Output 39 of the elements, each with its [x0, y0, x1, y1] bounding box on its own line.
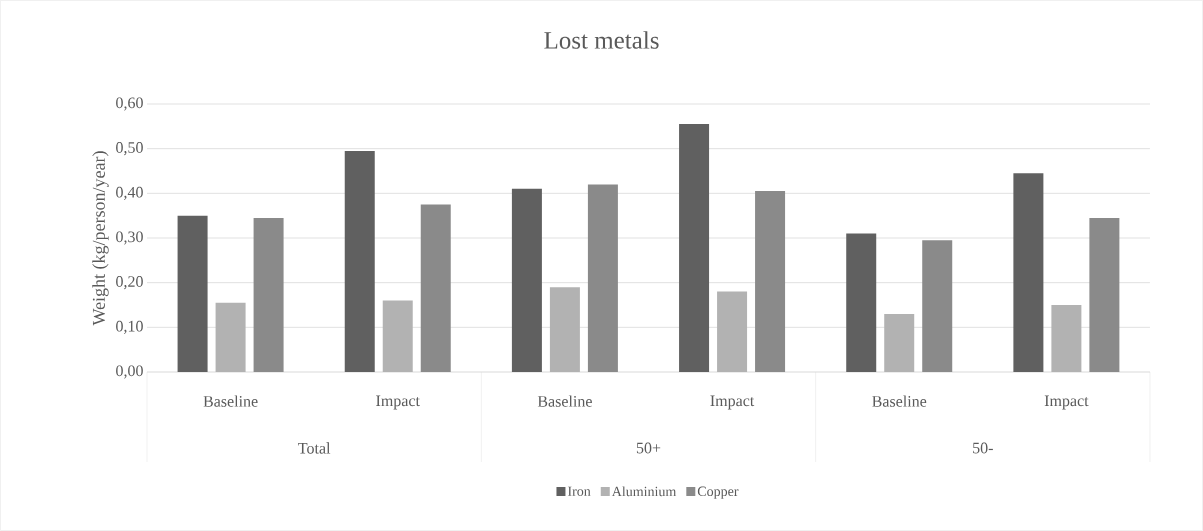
bar [511, 188, 542, 372]
chart-title: Lost metals [544, 31, 659, 49]
legend-label: Iron [567, 486, 591, 496]
bar [177, 215, 208, 372]
x-tick-label: Baseline [203, 395, 258, 407]
x-tick-label: Baseline [872, 395, 927, 407]
bar [884, 313, 915, 372]
text: Total [298, 442, 331, 454]
x-tick-label: Baseline [537, 395, 592, 407]
legend-label: Aluminium [611, 486, 677, 497]
legend-label: Copper [697, 486, 739, 499]
bar [717, 291, 748, 372]
x-tick-label: Impact [1044, 395, 1089, 410]
bar [587, 184, 618, 372]
y-tick-label: 0,60 [116, 97, 143, 111]
y-tick-label: 0,00 [116, 365, 143, 379]
bar [1089, 217, 1120, 372]
x-tick-label: Impact [376, 395, 420, 410]
bar [420, 204, 451, 372]
bar [1051, 305, 1082, 372]
bar [253, 217, 284, 372]
y-tick-label: 0,50 [116, 142, 143, 156]
bar [1013, 173, 1044, 372]
y-tick-label: 0,20 [116, 276, 143, 290]
x-tick-label: Impact [710, 395, 755, 410]
bar [549, 287, 580, 372]
bar [922, 240, 953, 372]
y-tick-label: 0,30 [116, 231, 143, 245]
y-tick-label: 0,10 [116, 320, 143, 334]
text: 50+ [636, 442, 661, 454]
bar [382, 300, 413, 372]
bar [215, 302, 246, 372]
bar [679, 124, 710, 372]
text: 50- [973, 442, 993, 454]
y-tick-label: 0,40 [116, 186, 143, 200]
bar [344, 150, 375, 372]
bar [846, 233, 877, 372]
bar [755, 191, 786, 372]
y-axis-title: Weight (kg/person/year) [92, 151, 109, 326]
